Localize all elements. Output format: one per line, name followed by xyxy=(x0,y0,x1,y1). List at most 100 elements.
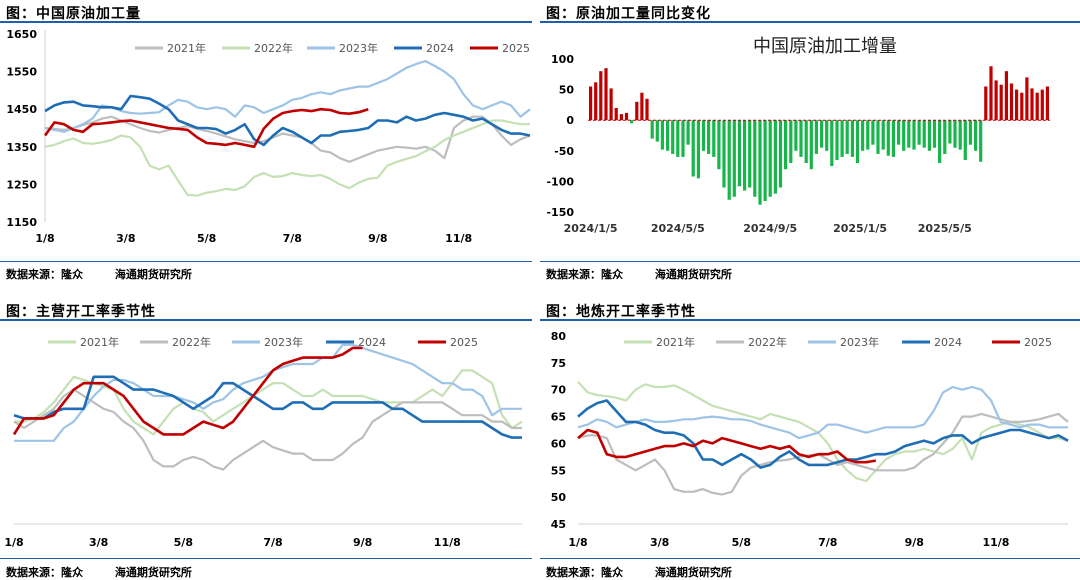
bar xyxy=(984,86,988,121)
legend-label: 2025 xyxy=(1024,336,1052,349)
panel4-institute: 海通期货研究所 xyxy=(654,566,732,579)
y-tick-label: 60 xyxy=(551,437,567,450)
y-tick-label: 50 xyxy=(559,84,575,97)
panel3-source-text: 数据来源：隆众 xyxy=(6,566,83,579)
bar xyxy=(609,88,613,121)
bar xyxy=(881,120,885,150)
bar xyxy=(794,120,798,151)
bar xyxy=(681,120,685,157)
bar xyxy=(758,120,762,205)
bar xyxy=(784,120,788,170)
bar xyxy=(676,120,680,157)
bar xyxy=(1035,92,1039,121)
x-tick-label: 2024/1/5 xyxy=(564,222,618,235)
chart-crude-runs: 1650 1550 1450 1350 1250 1150 1/8 3/8 5/8 7/8 9/8 1… xyxy=(6,28,531,245)
x-tick-label: 9/8 xyxy=(905,536,924,549)
bar xyxy=(614,108,618,121)
series-line-2021年 xyxy=(14,369,523,436)
bar xyxy=(630,120,634,124)
bar xyxy=(753,120,757,197)
bar xyxy=(855,120,860,163)
panel1-source-text: 数据来源：隆众 xyxy=(6,268,83,281)
bar xyxy=(645,98,649,121)
bar xyxy=(1015,89,1019,121)
panel1-rule xyxy=(0,21,532,23)
bar xyxy=(1020,92,1024,121)
bar xyxy=(927,120,931,151)
y-tick-label: 1550 xyxy=(6,66,37,79)
bar xyxy=(963,120,967,160)
bar xyxy=(917,120,921,145)
bar xyxy=(825,120,829,151)
y-tick-label: -50 xyxy=(554,145,574,158)
bar xyxy=(814,120,818,154)
bar xyxy=(599,71,603,121)
panel2-bottom-rule xyxy=(540,261,1080,262)
bar xyxy=(655,120,659,142)
bar xyxy=(1045,86,1049,121)
bar xyxy=(635,101,639,121)
legend-label: 2024 xyxy=(426,42,454,55)
bar xyxy=(1040,89,1044,121)
panel1-institute: 海通期货研究所 xyxy=(114,268,192,281)
series-line-2023年 xyxy=(577,385,1068,440)
series-line-2025 xyxy=(577,428,877,464)
y-tick-label: 75 xyxy=(551,357,566,370)
bar xyxy=(732,120,736,197)
x-tick-label: 1/8 xyxy=(35,232,54,245)
series-line-2022年 xyxy=(44,119,530,197)
legend-label: 2023年 xyxy=(264,335,303,349)
x-tick-label: 5/8 xyxy=(174,536,193,549)
chart-title: 中国原油加工增量 xyxy=(753,36,897,57)
series-line-2024 xyxy=(13,375,522,439)
bar xyxy=(778,120,783,188)
panel2-source: 数据来源：隆众 海通期货研究所 xyxy=(546,266,732,282)
x-tick-label: 11/8 xyxy=(982,536,1009,549)
chart-main-refinery: 1/8 3/8 5/8 7/8 9/8 11/8 2021年 2022年 2023年 2024 20… xyxy=(4,335,523,549)
panel2-title: 图：原油加工量同比变化 xyxy=(546,6,711,22)
bar xyxy=(619,114,623,121)
x-tick-label: 7/8 xyxy=(283,232,302,245)
bar xyxy=(701,120,706,151)
bar xyxy=(737,120,741,187)
bar xyxy=(768,120,772,197)
y-tick-label: -100 xyxy=(546,175,574,188)
y-tick-label: 45 xyxy=(551,518,566,531)
series-line-2025 xyxy=(12,346,363,436)
panel4-bottom-rule xyxy=(540,558,1080,559)
series-line-2024 xyxy=(577,399,1069,469)
x-tick-label: 3/8 xyxy=(650,536,669,549)
x-tick-label: 5/8 xyxy=(732,536,751,549)
panel4-source: 数据来源：隆众 海通期货研究所 xyxy=(546,564,732,580)
x-tick-label: 9/8 xyxy=(368,232,387,245)
chart-yoy-change: 中国原油加工增量 100 50 0 -50 -100 -150 2024/1/5 2024/5/… xyxy=(546,36,1050,235)
bar xyxy=(938,120,942,163)
x-tick-label: 1/8 xyxy=(4,536,23,549)
x-tick-label: 11/8 xyxy=(445,232,472,245)
x-tick-label: 2025/1/5 xyxy=(833,222,887,235)
panel1-source: 数据来源：隆众 海通期货研究所 xyxy=(6,266,192,282)
bar xyxy=(1009,83,1014,121)
y-tick-label: 50 xyxy=(551,491,567,504)
panel3-source: 数据来源：隆众 海通期货研究所 xyxy=(6,564,192,580)
y-tick-label: 1250 xyxy=(6,178,37,191)
series-line-2021年 xyxy=(44,115,531,163)
legend-label: 2024 xyxy=(358,336,386,349)
y-tick-label: -150 xyxy=(546,206,574,219)
legend-label: 2022年 xyxy=(254,41,293,55)
bar xyxy=(907,120,911,148)
bar xyxy=(999,84,1003,121)
x-tick-label: 1/8 xyxy=(568,536,587,549)
x-tick-label: 11/8 xyxy=(434,536,461,549)
bar xyxy=(712,120,716,157)
bar xyxy=(660,120,664,150)
legend-label: 2021年 xyxy=(656,335,695,349)
chart-independent-refinery: 80 75 70 65 60 55 50 451/8 3/8 5/8 7/8 9/8 11/8 2021年… xyxy=(551,330,1069,549)
bar xyxy=(850,120,854,157)
x-tick-label: 9/8 xyxy=(353,536,372,549)
bar xyxy=(594,82,598,121)
bar xyxy=(958,120,962,150)
x-tick-label: 2025/5/5 xyxy=(918,222,972,235)
panel4-source-text: 数据来源：隆众 xyxy=(546,566,623,579)
bar xyxy=(666,120,670,151)
